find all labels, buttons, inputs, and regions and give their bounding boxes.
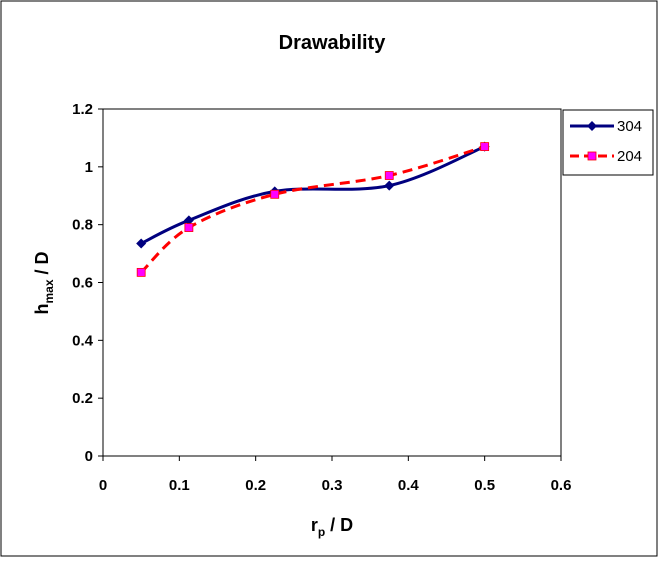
x-axis-label-main: r (311, 515, 318, 535)
series-line-304 (140, 145, 486, 245)
point-304 (384, 180, 395, 191)
legend: 304 204 (562, 109, 654, 176)
x-axis-label-rest: / D (325, 515, 353, 535)
point-204 (480, 142, 490, 151)
x-axis-label: rp / D (311, 515, 353, 539)
legend-box (562, 109, 654, 176)
legend-marker-304 (587, 121, 597, 131)
y-tick-label: 0.6 (72, 275, 93, 292)
x-tick-label: 0.4 (398, 477, 420, 494)
legend-label-304: 304 (617, 118, 642, 135)
y-tick-label: 0.2 (72, 390, 93, 407)
axes-layer: 0 0.2 0.4 0.6 0.8 1 1.2 0 0.1 0.2 0.3 0.4 0.5 0.6 (72, 101, 571, 494)
point-304 (136, 238, 147, 249)
point-304 (183, 215, 194, 226)
x-axis-label-sub: p (318, 525, 325, 539)
legend-marker-204 (587, 151, 597, 161)
x-tick-label: 0 (99, 477, 107, 494)
plot-area (102, 108, 562, 457)
x-tick-label: 0.2 (245, 477, 266, 494)
x-tick-label: 0.6 (551, 477, 572, 494)
y-tick-label: 1.2 (72, 101, 93, 118)
series-layer (136, 141, 490, 277)
point-204 (270, 189, 280, 199)
point-204 (384, 171, 394, 180)
y-tick-label: 0.4 (72, 332, 94, 349)
y-axis-label-sub: max (42, 279, 56, 303)
y-axis-label-main: h (32, 304, 52, 315)
x-tick-label: 0.5 (474, 477, 495, 494)
x-tick-label: 0.1 (169, 477, 190, 494)
chart-title: Drawability (279, 32, 387, 54)
y-axis-label: hmax / D (32, 251, 56, 314)
point-204 (184, 223, 194, 232)
y-tick-label: 0 (85, 448, 93, 465)
y-tick-label: 0.8 (72, 217, 93, 234)
series-line-204 (140, 145, 486, 274)
y-axis-label-rest: / D (32, 251, 52, 279)
y-tick-label: 1 (85, 159, 93, 176)
x-tick-label: 0.3 (322, 477, 343, 494)
point-204 (136, 267, 146, 277)
legend-label-204: 204 (617, 148, 642, 165)
